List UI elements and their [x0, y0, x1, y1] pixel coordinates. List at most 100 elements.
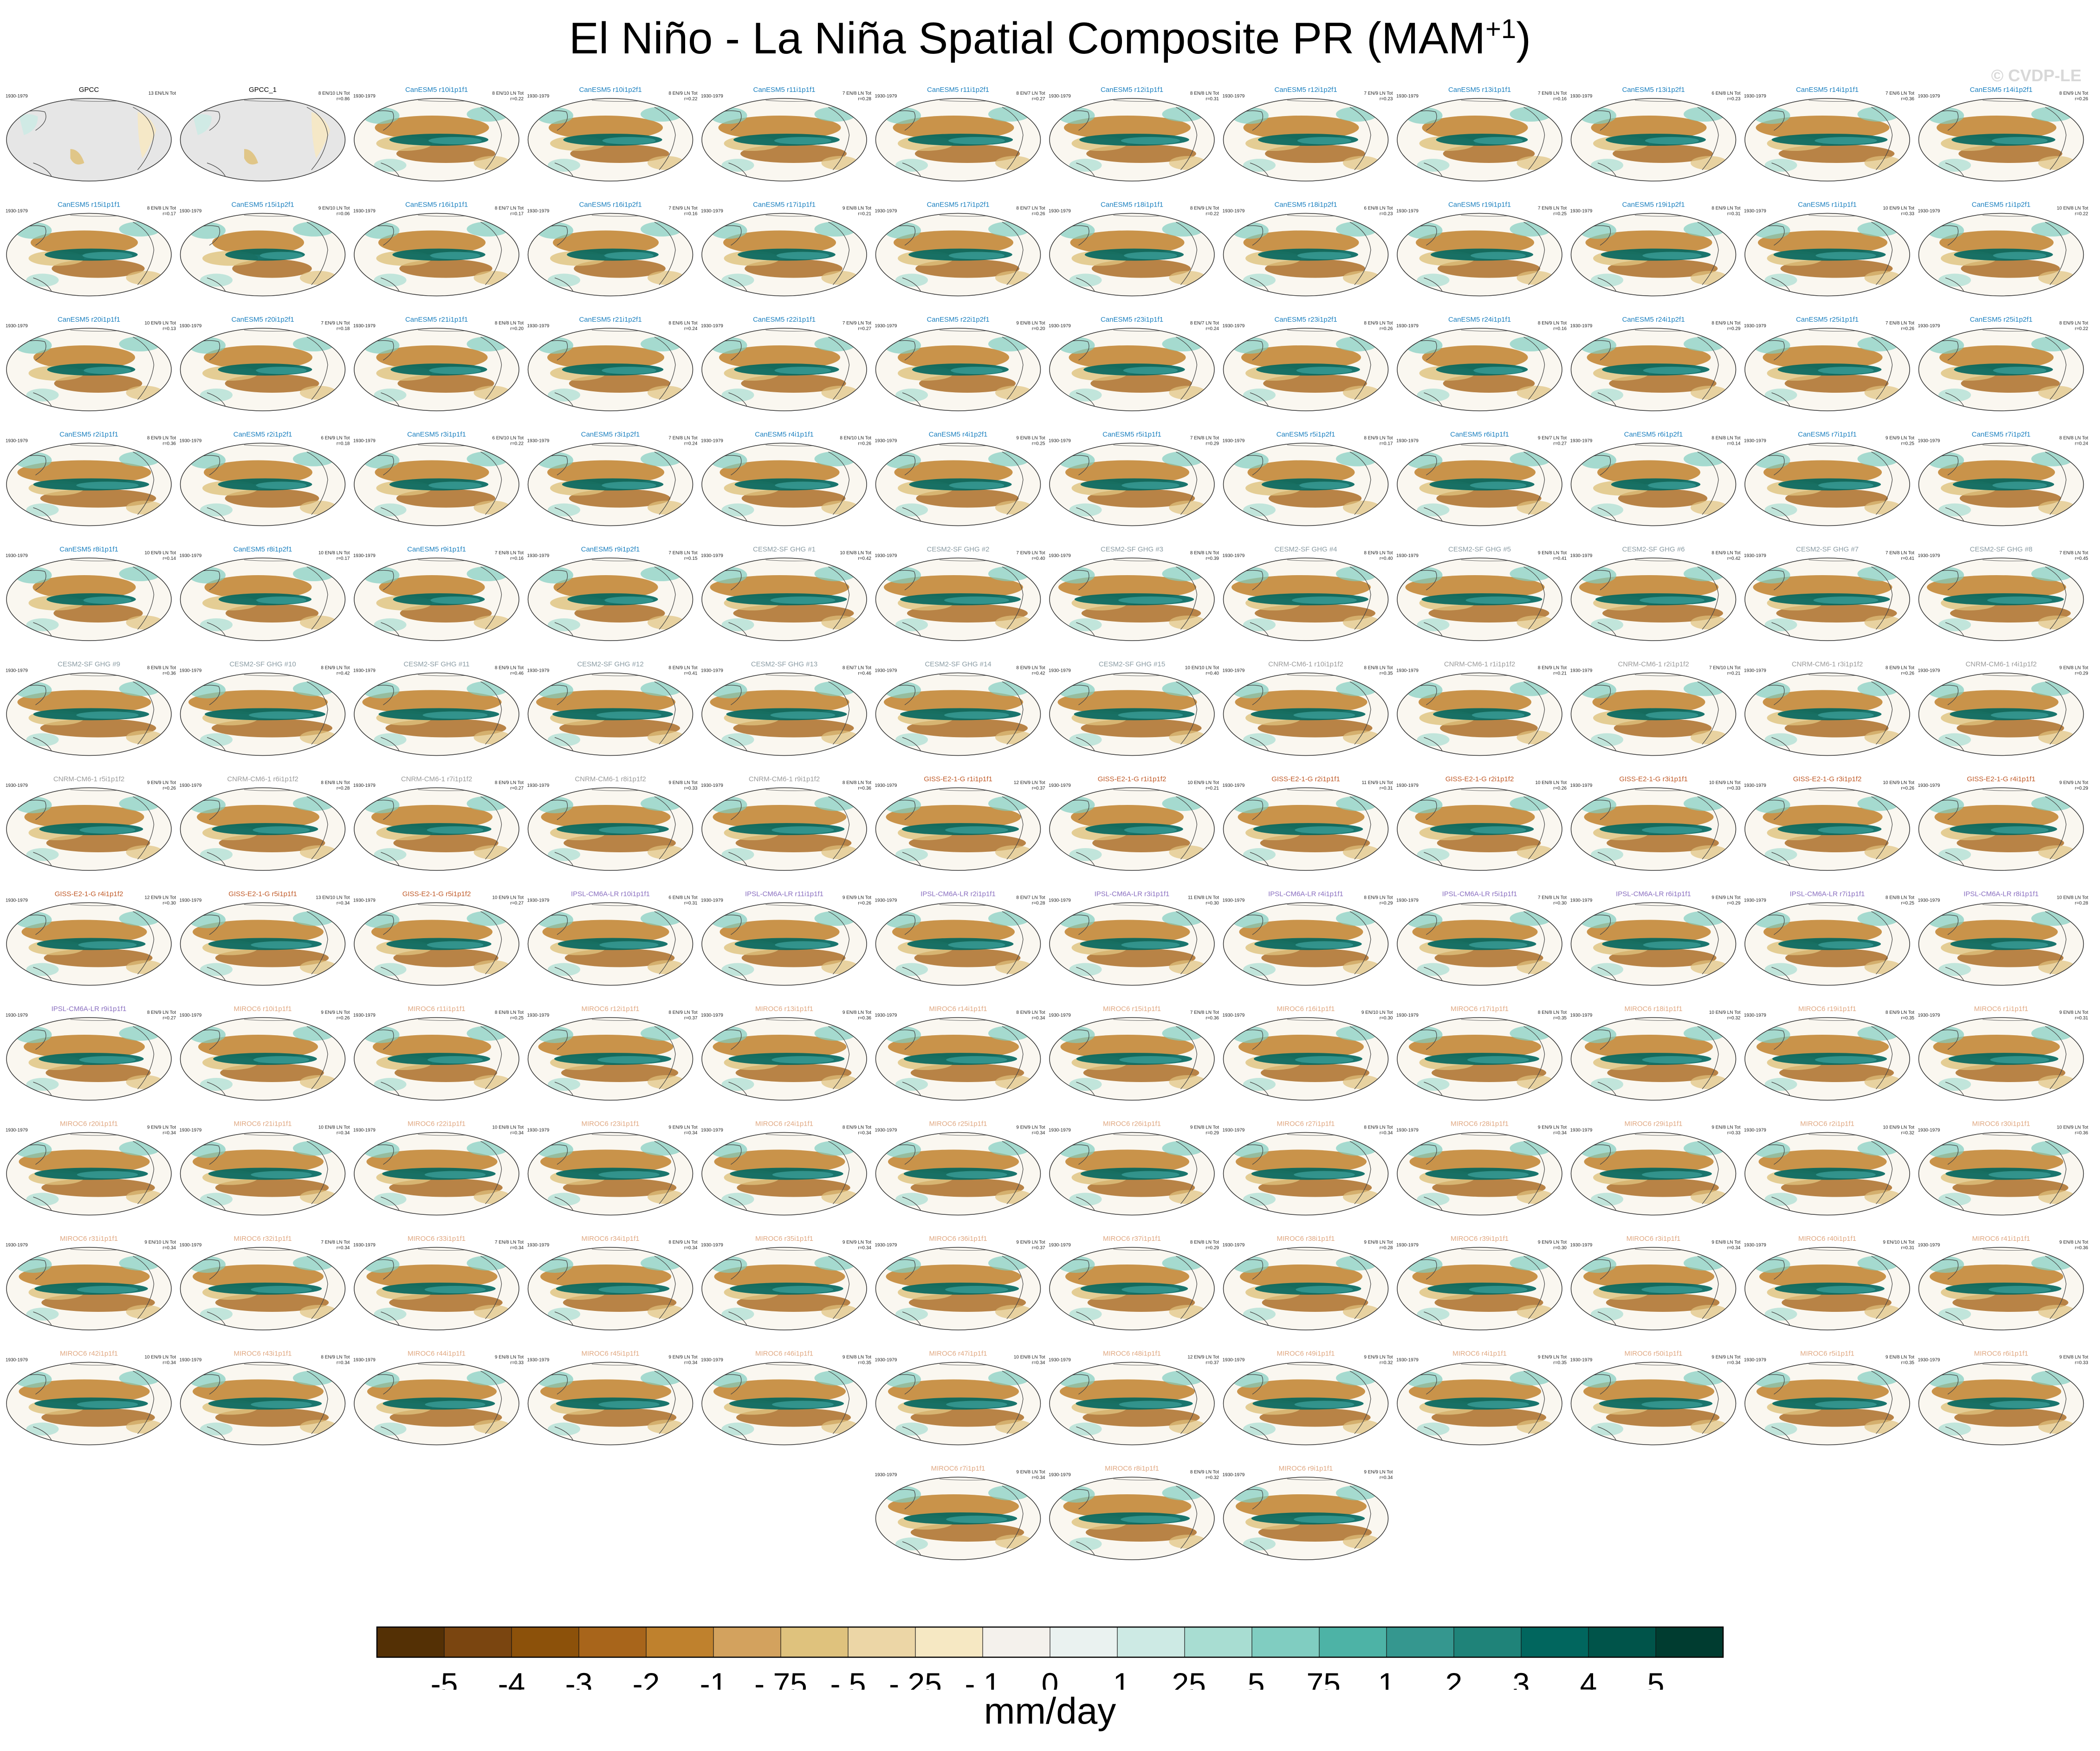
map-field — [7, 559, 163, 637]
colorbar-tick-label: 0 — [1042, 1667, 1059, 1690]
panel-title: CanESM5 r6i1p2f1 — [1624, 431, 1683, 439]
panel-r-value: r=0.41 — [1901, 556, 1914, 561]
panel-counts: 8 EN/10 LN Tot — [318, 91, 350, 96]
panel-counts: 8 EN/9 LN Tot — [668, 91, 697, 96]
panel-period: 1930-1979 — [1570, 94, 1593, 99]
panel-r-value: r=0.24 — [684, 326, 698, 331]
panel-period: 1930-1979 — [180, 209, 202, 214]
map-field — [1398, 100, 1554, 177]
map-panel: CanESM5 r8i1p1f1 1930-1979 10 EN/9 LN Totr… — [6, 545, 176, 641]
map-panel: CanESM5 r4i1p2f1 1930-1979 9 EN/8 LN Totr=… — [875, 431, 1045, 526]
colorbar-swatch — [376, 1627, 445, 1658]
map-frame — [1744, 213, 1910, 297]
panel-r-value: r=0.22 — [1206, 212, 1219, 217]
panel-period: 1930-1979 — [1396, 94, 1419, 99]
panel-title: CanESM5 r13i1p2f1 — [1622, 86, 1685, 94]
panel-r-value: r=0.42 — [337, 671, 350, 676]
map-frame — [527, 442, 694, 526]
panel-title: CESM2-SF GHG #5 — [1448, 545, 1511, 553]
panel-title: CanESM5 r22i1p2f1 — [927, 316, 989, 324]
map-frame — [1049, 213, 1215, 297]
panel-r-value: r=0.14 — [162, 556, 176, 561]
map-panel: CanESM5 r15i1p1f1 1930-1979 8 EN/8 LN Totr… — [6, 201, 176, 297]
panel-r-value: r=0.42 — [858, 556, 871, 561]
panel-counts: 8 EN/8 LN Tot — [1190, 91, 1219, 96]
map-frame — [1918, 558, 2084, 641]
panel-title: CESM2-SF GHG #12 — [577, 661, 643, 668]
map-frame — [1918, 442, 2084, 526]
map-panel: CanESM5 r20i1p1f1 1930-1979 10 EN/9 LN Tot… — [6, 316, 176, 411]
map-frame — [527, 672, 694, 756]
panel-counts: 6 EN/9 LN Tot — [321, 436, 350, 441]
map-frame — [6, 672, 172, 756]
panel-counts: 8 EN/9 LN Tot — [321, 666, 350, 671]
map-panel: CanESM5 r14i1p1f1 1930-1979 7 EN/6 LN Totr… — [1744, 86, 1914, 182]
panel-counts: 8 EN/9 LN Tot — [1364, 551, 1393, 556]
panel-counts: 9 EN/9 LN Tot — [1886, 436, 1914, 441]
map-panel: CanESM5 r10i1p1f1 1930-1979 8 EN/10 LN Tot… — [353, 86, 524, 182]
map-frame — [527, 98, 694, 182]
map-field — [181, 100, 330, 177]
panel-title: CanESM5 r19i1p1f1 — [1448, 201, 1511, 209]
map-frame — [1397, 442, 1562, 526]
panel-period: 1930-1979 — [353, 439, 376, 444]
panel-title: CESM2-SF GHG #2 — [927, 545, 989, 553]
colorbar-swatch — [1453, 1627, 1522, 1658]
panel-period: 1930-1979 — [1918, 209, 1940, 214]
panel-counts: 8 EN/7 LN Tot — [1190, 321, 1219, 326]
panel-title: CanESM5 r5i1p1f1 — [1102, 431, 1161, 439]
panel-title: CanESM5 r8i1p2f1 — [233, 545, 292, 553]
panel-r-value: r=0.40 — [1380, 556, 1393, 561]
map-panel: CanESM5 r17i1p1f1 1930-1979 9 EN/8 LN Totr… — [701, 201, 871, 297]
panel-period: 1930-1979 — [875, 668, 897, 674]
map-panel: CanESM5 r22i1p1f1 1930-1979 7 EN/9 LN Totr… — [701, 316, 871, 411]
panel-period: 1930-1979 — [1223, 439, 1245, 444]
panel-title: CanESM5 r3i1p1f1 — [407, 431, 466, 439]
colorbar-swatch — [444, 1627, 512, 1658]
map-frame — [1570, 328, 1737, 411]
panel-counts: 8 EN/7 LN Tot — [495, 206, 524, 211]
panel-counts: 8 EN/9 LN Tot — [1711, 206, 1740, 211]
panel-r-value: r=0.41 — [1553, 556, 1567, 561]
map-panel: CanESM5 r24i1p1f1 1930-1979 8 EN/9 LN Totr… — [1396, 316, 1567, 411]
panel-title: CanESM5 r16i1p1f1 — [405, 201, 468, 209]
map-frame — [1049, 558, 1215, 641]
map-panel: CanESM5 r7i1p2f1 1930-1979 8 EN/8 LN Totr=… — [1918, 431, 2088, 526]
map-field — [355, 100, 511, 177]
map-frame — [354, 328, 519, 411]
panel-r-value: r=0.15 — [684, 556, 698, 561]
colorbar-swatch — [1588, 1627, 1657, 1658]
panel-title: CanESM5 r3i1p2f1 — [581, 431, 640, 439]
map-field — [355, 559, 511, 637]
map-frame — [1397, 213, 1562, 297]
map-frame — [180, 213, 346, 297]
panel-period: 1930-1979 — [1049, 324, 1071, 329]
panel-counts: 7 EN/8 LN Tot — [668, 551, 697, 556]
map-frame — [354, 558, 519, 641]
panel-title: CanESM5 r4i1p2f1 — [929, 431, 988, 439]
panel-title: CanESM5 r23i1p2f1 — [1274, 316, 1337, 324]
panel-title: CanESM5 r25i1p2f1 — [1970, 316, 2032, 324]
map-field — [181, 330, 337, 407]
map-panel: CanESM5 r15i1p2f1 1930-1979 9 EN/10 LN Tot… — [180, 201, 350, 297]
panel-counts: 7 EN/9 LN Tot — [843, 321, 871, 326]
panel-period: 1930-1979 — [875, 553, 897, 558]
panel-period: 1930-1979 — [875, 94, 897, 99]
map-frame — [701, 328, 867, 411]
map-field — [181, 674, 337, 752]
panel-period: 1930-1979 — [1570, 553, 1593, 558]
map-panel: CanESM5 r11i1p1f1 1930-1979 7 EN/8 LN Totr… — [701, 86, 871, 182]
panel-title: CanESM5 r15i1p2f1 — [231, 201, 294, 209]
map-panel: CanESM5 r5i1p2f1 1930-1979 8 EN/9 LN Totr=… — [1223, 431, 1393, 526]
panel-counts: 7 EN/6 LN Tot — [1886, 91, 1914, 96]
map-frame — [527, 213, 694, 297]
panel-period: 1930-1979 — [6, 94, 28, 99]
panel-title: CESM2-SF GHG #7 — [1796, 545, 1859, 553]
panel-r-value: r=0.27 — [1553, 441, 1567, 447]
map-field — [1919, 445, 2075, 522]
colorbar-tick-label: -5 — [431, 1667, 458, 1690]
panel-period: 1930-1979 — [1744, 94, 1766, 99]
panel-r-value: r=0.21 — [858, 212, 871, 217]
panel-period: 1930-1979 — [180, 439, 202, 444]
panel-counts: 8 EN/9 LN Tot — [1190, 206, 1219, 211]
